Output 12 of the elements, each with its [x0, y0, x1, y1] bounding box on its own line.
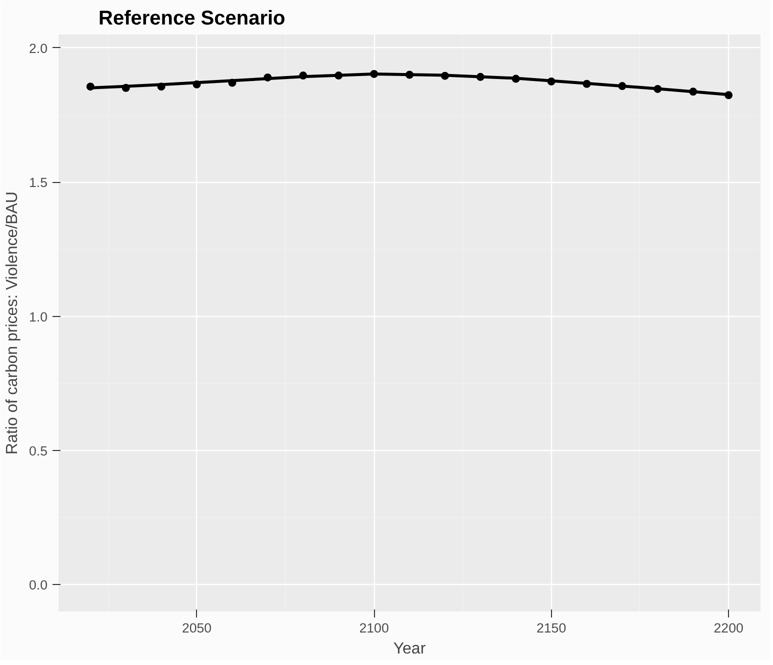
x-axis-title: Year	[393, 640, 426, 658]
y-tick-label: 0.0	[28, 578, 48, 593]
chart-title: Reference Scenario	[98, 8, 286, 30]
x-tick-label: 2150	[536, 620, 566, 636]
y-tick-label: 1.5	[28, 175, 48, 190]
y-tick-label: 2.0	[28, 40, 48, 56]
y-tick-label: 1.0	[28, 309, 48, 324]
x-tick-label: 2200	[714, 620, 744, 636]
y-axis-title: Ratio of carbon prices: Violence/BAU	[4, 192, 21, 454]
x-tick-label: 2050	[182, 620, 212, 636]
y-tick-label: 0.5	[28, 443, 48, 458]
x-tick-label: 2100	[359, 620, 389, 636]
